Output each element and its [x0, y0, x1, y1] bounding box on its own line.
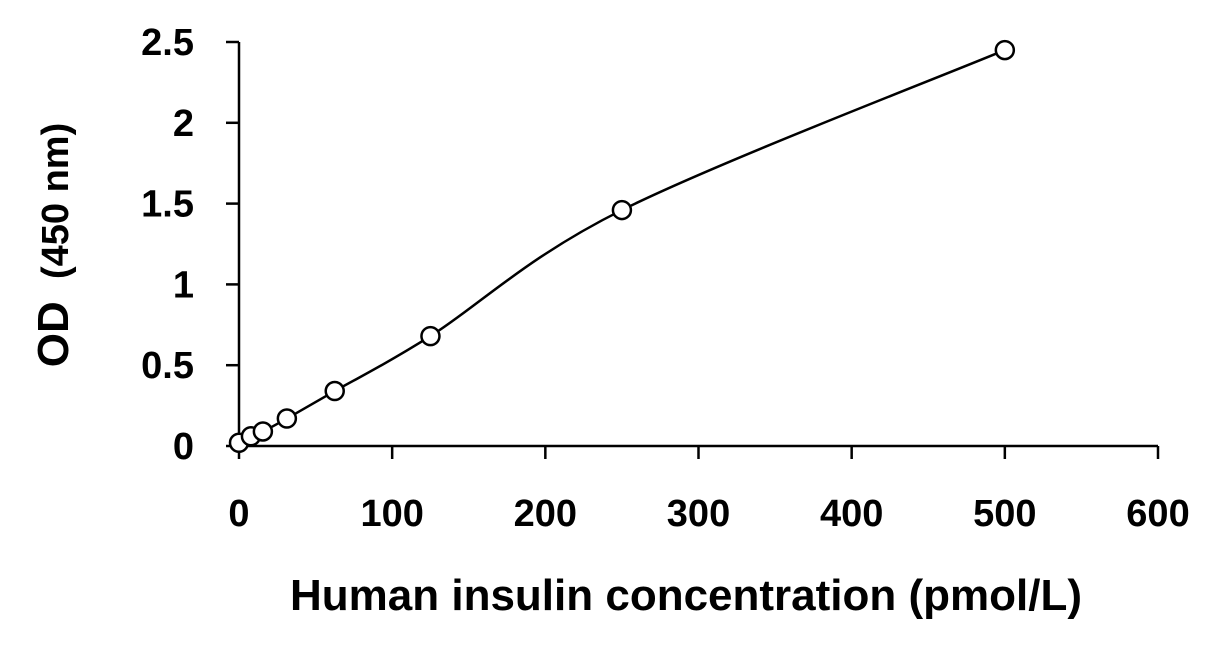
y-tick-label: 0.5: [141, 345, 194, 387]
data-point: [994, 39, 1016, 61]
y-axis-title-unit: (450 nm): [35, 123, 77, 279]
data-point: [276, 408, 298, 429]
x-tick-label: 200: [514, 493, 577, 535]
y-tick-label: 1: [173, 264, 194, 306]
y-axis-title: OD (450 nm): [29, 123, 78, 368]
data-points: [228, 39, 1016, 454]
x-tick-label: 500: [973, 493, 1036, 535]
x-tick-label: 600: [1126, 493, 1189, 535]
fit-curve: [238, 48, 1006, 444]
fit-curve-group: [238, 48, 1006, 444]
x-tick-label: 400: [820, 493, 883, 535]
y-ticks: 0 0.5 1 1.5 2 2.5: [141, 22, 239, 468]
data-point: [324, 380, 345, 402]
y-axis-title-main: OD: [29, 301, 78, 367]
data-point: [611, 199, 633, 221]
axes: [237, 42, 1158, 448]
data-point: [252, 421, 274, 442]
data-point: [420, 325, 441, 347]
x-axis-title: Human insulin concentration (pmol/L): [290, 571, 1082, 620]
x-ticks: 0 100 200 300 400 500 600: [228, 446, 1190, 535]
y-tick-label: 0: [173, 426, 194, 468]
x-tick-label: 300: [667, 493, 730, 535]
y-tick-label: 1.5: [141, 184, 194, 226]
x-tick-label: 0: [228, 493, 249, 535]
y-tick-label: 2.5: [141, 22, 194, 64]
x-tick-label: 100: [360, 493, 423, 535]
y-tick-label: 2: [173, 103, 194, 145]
